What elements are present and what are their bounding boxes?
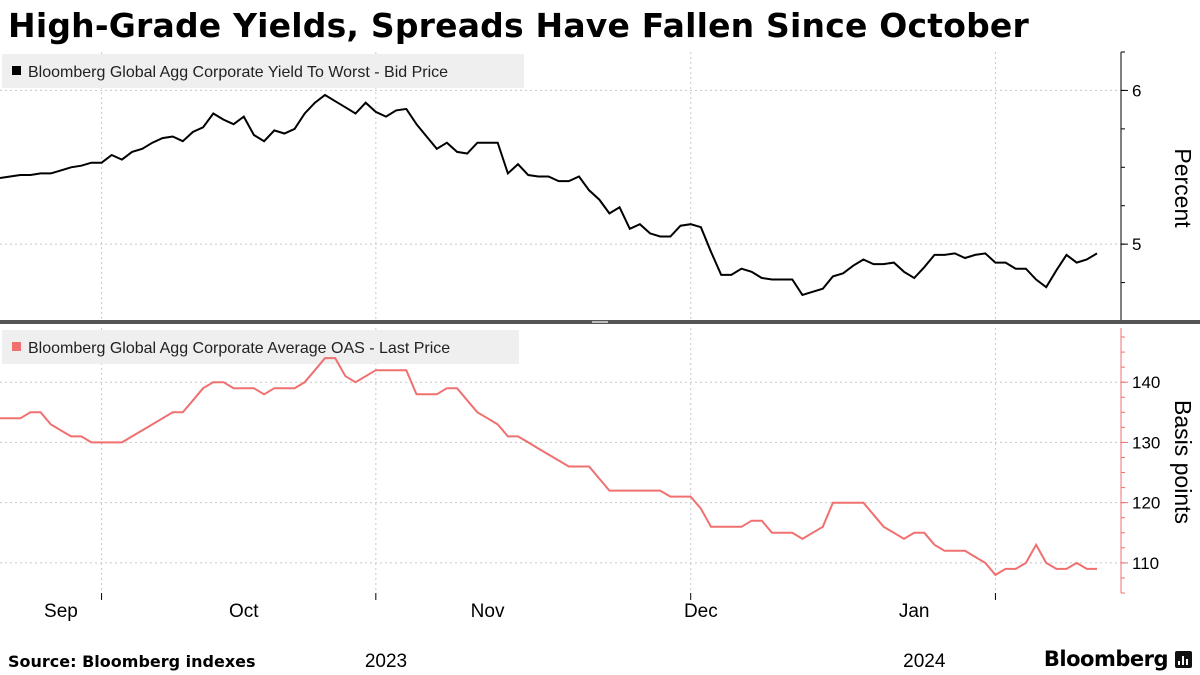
- x-year-label: 2024: [903, 651, 946, 672]
- spread-legend-swatch: [12, 342, 21, 351]
- chart-title: High-Grade Yields, Spreads Have Fallen S…: [8, 6, 1029, 45]
- x-month-label: Oct: [229, 601, 259, 622]
- spread-legend-box: [2, 330, 519, 364]
- x-month-label: Sep: [44, 601, 78, 622]
- x-year-label: 2023: [365, 651, 407, 672]
- spread-series-line: [0, 357, 1097, 577]
- x-axis: Sep Oct Nov Dec Jan 2023 2024: [44, 593, 996, 672]
- x-month-label: Dec: [684, 601, 718, 622]
- spread-axis-label: Basis points: [1170, 400, 1196, 524]
- spread-tick-label: 130: [1132, 433, 1160, 452]
- spread-tick-label: 110: [1132, 554, 1159, 573]
- spread-gridlines: [0, 328, 1121, 593]
- yield-tick-label: 6: [1132, 81, 1141, 100]
- yield-legend-label: Bloomberg Global Agg Corporate Yield To …: [28, 64, 448, 81]
- yield-tick-label: 5: [1132, 235, 1141, 254]
- panel-divider: [0, 320, 1200, 324]
- x-month-label: Nov: [471, 601, 505, 622]
- spread-legend-label: Bloomberg Global Agg Corporate Average O…: [28, 340, 450, 357]
- brand-logo-text: Bloomberg: [1043, 647, 1169, 671]
- spread-panel: Bloomberg Global Agg Corporate Average O…: [0, 328, 1196, 594]
- yield-panel: Bloomberg Global Agg Corporate Yield To …: [0, 51, 1196, 322]
- bar-chart-icon: [1175, 651, 1192, 668]
- yield-gridlines: [0, 52, 1121, 321]
- spread-tick-label: 120: [1132, 494, 1160, 513]
- yield-legend-swatch: [12, 66, 21, 75]
- x-month-label: Jan: [899, 601, 930, 622]
- yield-series-line: [0, 93, 1098, 297]
- yield-legend-box: [2, 54, 524, 88]
- yield-axis-ticks: 56: [1121, 51, 1141, 322]
- spread-tick-label: 140: [1132, 373, 1160, 392]
- yield-axis-label: Percent: [1170, 148, 1196, 228]
- spread-axis-ticks: 110 120 130 140: [1121, 336, 1160, 594]
- source-note: Source: Bloomberg indexes: [8, 652, 256, 671]
